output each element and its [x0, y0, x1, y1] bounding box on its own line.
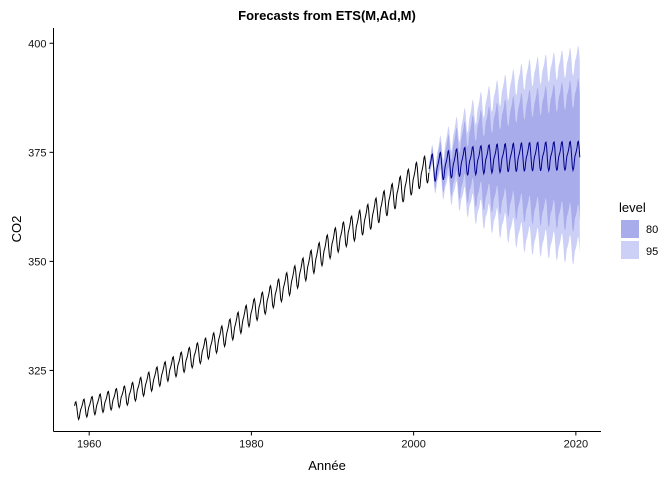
y-tick-label: 400 [28, 38, 46, 50]
prediction-interval-bands [429, 45, 580, 265]
legend-swatch-95 [621, 241, 639, 259]
x-tick-label: 2020 [564, 439, 588, 451]
x-tick-label: 2000 [401, 439, 425, 451]
band-80 [429, 78, 580, 233]
legend-label-80: 80 [646, 224, 658, 236]
y-tick-label: 375 [28, 147, 46, 159]
legend-swatch-80 [621, 220, 639, 238]
x-axis-ticks: 1960 1980 2000 2020 [77, 431, 588, 451]
y-axis-ticks: 325 350 375 400 [28, 38, 54, 377]
y-axis-label: CO2 [9, 216, 24, 243]
x-tick-label: 1960 [77, 439, 101, 451]
legend: level 80 95 [619, 200, 658, 259]
x-axis-label: Année [308, 458, 346, 473]
x-tick-label: 1980 [239, 439, 263, 451]
legend-title: level [619, 200, 646, 215]
legend-label-95: 95 [646, 246, 658, 258]
y-tick-label: 350 [28, 256, 46, 268]
chart-title: Forecasts from ETS(M,Ad,M) [238, 8, 416, 23]
y-tick-label: 325 [28, 365, 46, 377]
observed-line [74, 154, 430, 421]
series-lines [74, 140, 581, 421]
forecast-line [428, 140, 581, 182]
